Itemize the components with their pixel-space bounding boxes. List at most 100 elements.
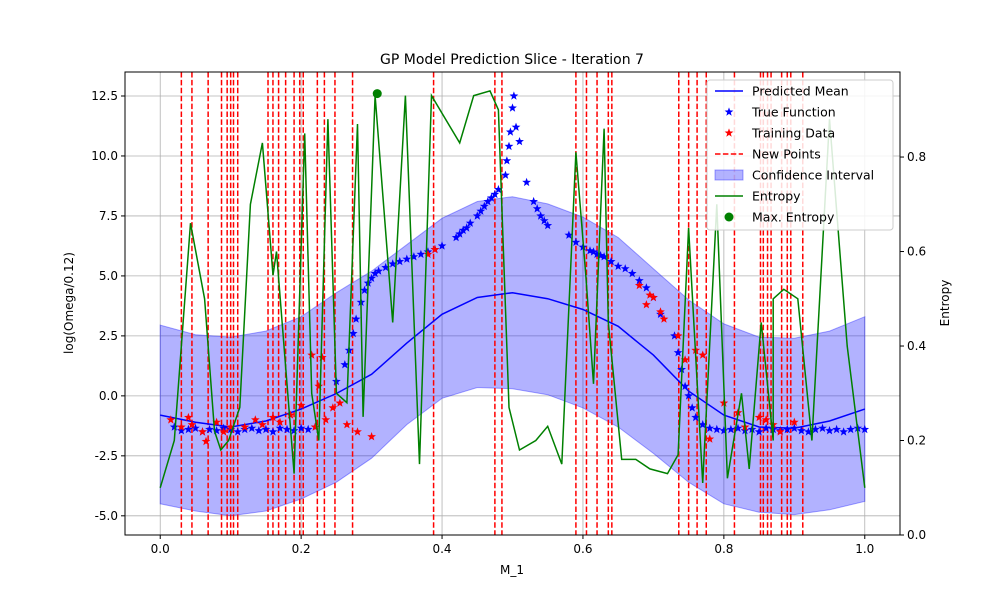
true-function-point <box>388 259 398 268</box>
true-function-point <box>719 426 729 435</box>
true-function-point <box>458 225 468 235</box>
true-function-point <box>613 261 623 270</box>
true-function-point <box>506 127 515 136</box>
true-function-point <box>832 424 841 434</box>
legend-handle-true <box>724 107 734 116</box>
training-data-point <box>166 415 176 424</box>
training-data-point <box>430 244 440 254</box>
training-data-point <box>296 400 306 410</box>
training-data-point <box>680 355 690 364</box>
true-function-point <box>712 424 722 434</box>
x-tick-label: 1.0 <box>855 542 874 556</box>
true-function-point <box>465 218 475 227</box>
x-tick-label: 0.4 <box>432 542 451 556</box>
true-function-point <box>797 426 806 435</box>
true-function-layer <box>169 91 870 436</box>
y2-tick-label: 0.2 <box>907 434 926 448</box>
y2-tick-label: 0.6 <box>907 245 926 259</box>
true-function-point <box>351 314 361 323</box>
true-function-point <box>472 211 482 220</box>
predicted-mean-line <box>160 291 866 429</box>
true-function-point <box>606 256 616 266</box>
training-data-point <box>342 420 352 429</box>
true-function-point <box>381 262 391 272</box>
true-function-point <box>571 237 581 246</box>
training-data-point <box>789 417 799 426</box>
legend-label: Entropy <box>752 189 801 204</box>
x-axis-label: M_1 <box>500 563 524 577</box>
training-data-point <box>187 420 197 429</box>
true-function-point <box>620 264 630 273</box>
legend-handle-ci <box>714 169 744 181</box>
true-function-point <box>761 423 771 432</box>
training-data-point <box>659 314 669 323</box>
training-data-point <box>212 417 221 426</box>
training-data-point <box>268 412 278 422</box>
training-data-point <box>240 422 250 431</box>
training-data-point <box>634 280 644 290</box>
true-function-point <box>169 422 179 431</box>
true-function-point <box>754 427 764 436</box>
legend-handle-max-entropy <box>724 212 734 222</box>
true-function-point <box>825 426 834 435</box>
true-function-point <box>529 196 538 206</box>
true-function-point <box>501 170 510 179</box>
training-data-point <box>198 427 207 436</box>
true-function-point <box>818 423 827 432</box>
true-function-point <box>634 276 644 285</box>
true-function-point <box>509 91 519 100</box>
true-function-point <box>476 206 486 215</box>
true-function-point <box>254 426 264 435</box>
true-function-point <box>543 220 553 230</box>
true-function-point <box>455 229 464 238</box>
legend-handle-training <box>724 128 734 137</box>
training-data-point <box>184 412 193 422</box>
training-data-point <box>423 249 433 258</box>
true-function-point <box>451 232 461 242</box>
true-function-point <box>191 423 200 432</box>
training-data-point <box>367 432 376 441</box>
legend: Predicted Mean True Function Training Data… <box>706 79 894 231</box>
true-function-point <box>698 420 708 429</box>
legend-label: Training Data <box>751 126 835 141</box>
true-function-point <box>691 412 701 422</box>
training-data-point <box>286 410 295 419</box>
true-function-point <box>789 423 799 432</box>
training-data-point <box>307 350 317 359</box>
true-function-point <box>680 381 690 390</box>
true-function-point <box>490 189 500 199</box>
true-function-point <box>539 216 549 225</box>
true-function-point <box>233 427 243 436</box>
y-tick-label: 5.0 <box>99 269 118 283</box>
true-function-point <box>596 250 605 260</box>
x-tick-label: 0.0 <box>151 542 170 556</box>
true-function-point <box>522 177 531 187</box>
training-data-point <box>314 381 324 390</box>
y-tick-label: 7.5 <box>99 209 118 223</box>
true-function-point <box>348 328 358 338</box>
true-function-point <box>726 424 736 434</box>
true-function-point <box>599 252 609 261</box>
training-data-point <box>321 415 331 424</box>
legend-label: True Function <box>751 105 836 120</box>
true-function-point <box>589 247 598 256</box>
true-function-point <box>360 285 369 294</box>
true-function-point <box>402 254 412 263</box>
training-data-point <box>251 415 260 424</box>
true-function-point <box>395 256 405 266</box>
training-data-point <box>226 422 236 431</box>
true-function-point <box>684 391 693 400</box>
training-data-point <box>335 398 345 407</box>
true-function-point <box>733 423 743 432</box>
y-tick-label: 12.5 <box>91 89 118 103</box>
true-function-point <box>487 193 496 202</box>
true-function-point <box>585 246 595 255</box>
y2-tick-label: 0.4 <box>907 339 926 353</box>
legend-label: Predicted Mean <box>752 84 849 99</box>
true-function-point <box>656 309 665 318</box>
true-function-point <box>687 403 697 412</box>
true-function-point <box>177 426 186 435</box>
true-function-point <box>804 427 813 436</box>
y2-axis-label: Entropy <box>938 280 952 327</box>
